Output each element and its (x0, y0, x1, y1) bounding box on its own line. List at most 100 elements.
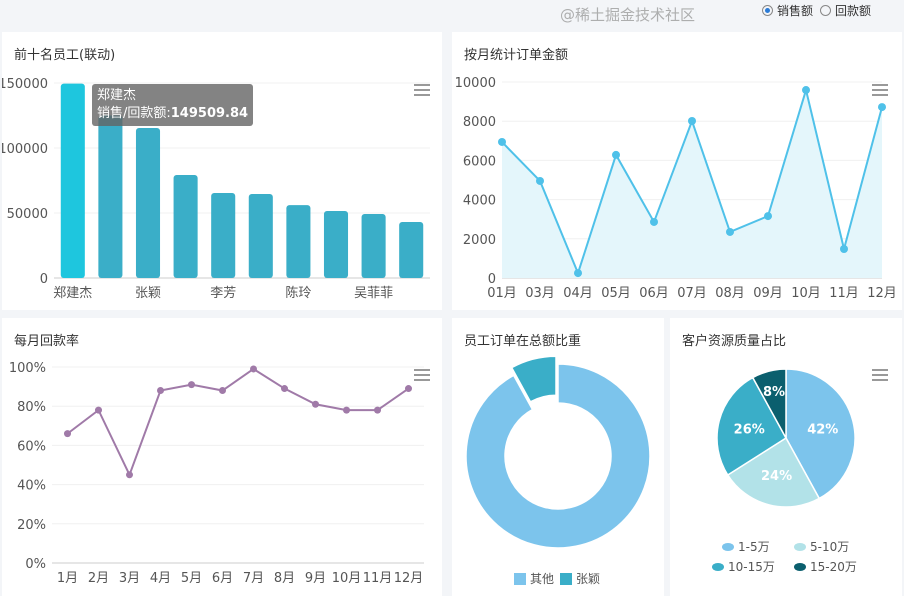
x-tick-label: 3月 (119, 571, 140, 586)
data-point (688, 117, 696, 126)
panel-rate: 0% 20% 40% 60% 80% 100% 1月 2月 3月 4月 5月 6月 7月 8月 9月 10月 1… (2, 318, 442, 596)
x-tick-label: 07月 (677, 286, 707, 301)
legend-marker (794, 542, 806, 551)
data-point (612, 150, 620, 159)
x-tick-label: 05月 (601, 286, 631, 301)
data-point (250, 365, 257, 373)
radio-label: 销售额 (777, 4, 814, 18)
x-tick-label: 12月 (867, 286, 897, 301)
chart-svg: 42% 24% 26% 8% (716, 368, 856, 508)
chart-title: 按月统计订单金额 (464, 48, 569, 63)
legend-label: 1-5万 (738, 540, 770, 554)
data-point (374, 406, 381, 414)
chart-svg (465, 355, 651, 549)
x-tick-label: 陈玲 (285, 285, 311, 301)
x-tick-label: 4月 (150, 571, 171, 586)
legend-5-10[interactable]: 5-10万 (794, 538, 849, 555)
panel-monthly: 0 2000 4000 6000 8000 10000 01月 03月 04月 05月 06月 07月… (452, 32, 902, 310)
chart-svg: 0%20%40%60%80%100%1月 2月 3月 4月 5月 6月 7月 8月 9月 10月 1… (9, 361, 424, 586)
y-tick-label: 100% (9, 361, 46, 376)
x-tick-label: 9月 (305, 571, 326, 586)
data-point (64, 430, 71, 438)
legend-other[interactable]: 其他 (514, 570, 554, 587)
y-tick-label: 4000 (463, 194, 496, 209)
tooltip: 郑建杰 销售/回款额:149509.84 (92, 84, 254, 126)
bar (173, 175, 198, 278)
radio-circle[interactable] (820, 5, 831, 16)
radio-payment[interactable]: 回款额 (820, 2, 871, 19)
series-line (66, 367, 410, 478)
x-tick-label: 08月 (715, 286, 745, 301)
tooltip-name: 郑建杰 (97, 88, 137, 103)
x-tick-label: 10月 (332, 571, 362, 586)
x-tick-label: 张颖 (135, 286, 161, 301)
radio-sales[interactable]: 销售额 (762, 2, 813, 19)
menu-icon[interactable] (872, 84, 888, 96)
data-point (650, 217, 658, 226)
data-point (802, 86, 810, 95)
panel-share: 员工订单在总额比重 其他 张颖 (452, 318, 664, 596)
y-tick-label: 20% (17, 518, 46, 533)
bar (286, 205, 311, 278)
legend-15-20[interactable]: 15-20万 (794, 558, 857, 575)
data-point (157, 387, 164, 395)
menu-icon[interactable] (872, 369, 888, 381)
data-point (764, 212, 772, 221)
bar (399, 221, 424, 278)
y-tick-label: 0 (488, 272, 496, 287)
data-point (840, 244, 848, 253)
bar (211, 192, 236, 278)
y-tick-label: 100000 (2, 142, 48, 157)
data-point (281, 385, 288, 393)
legend-marker (712, 562, 724, 571)
chart-title: 前十名员工(联动) (14, 48, 116, 63)
y-tick-label: 0% (25, 557, 46, 572)
y-tick-label: 50000 (7, 207, 48, 222)
radio-circle[interactable] (762, 5, 773, 16)
legend-swatch (560, 572, 572, 585)
legend-label: 10-15万 (728, 560, 775, 574)
legend-label: 5-10万 (810, 540, 850, 554)
bar (60, 83, 85, 278)
chart-title: 员工订单在总额比重 (464, 334, 582, 349)
slice-label: 26% (734, 423, 765, 438)
tooltip-value: 149509.84 (170, 106, 249, 121)
x-tick-label: 10月 (791, 286, 821, 301)
x-tick-label: 01月 (487, 286, 517, 301)
data-point (188, 381, 195, 389)
pie-slice (785, 368, 856, 500)
data-point (536, 176, 544, 185)
chart-svg: 0 2000 4000 6000 8000 10000 01月 03月 04月 05月 06月 07月… (455, 76, 897, 301)
data-point (219, 387, 226, 395)
legend-1-5[interactable]: 1-5万 (722, 538, 770, 555)
pie-slice (726, 436, 821, 508)
data-point (574, 269, 582, 278)
slice-label: 24% (761, 469, 792, 484)
radio-label: 回款额 (835, 4, 872, 18)
y-tick-label: 6000 (463, 154, 496, 169)
x-tick-label: 03月 (525, 286, 555, 301)
data-point (878, 103, 886, 112)
data-point (726, 227, 734, 236)
x-tick-label: 吴菲菲 (354, 286, 393, 301)
data-point (343, 406, 350, 414)
x-tick-label: 12月 (394, 571, 424, 586)
legend-label: 15-20万 (810, 560, 857, 574)
x-tick-label: 7月 (243, 571, 264, 586)
legend-10-15[interactable]: 10-15万 (712, 558, 775, 575)
area-fill (502, 90, 882, 278)
menu-icon[interactable] (414, 84, 430, 96)
panel-quality: 42% 24% 26% 8% 客户资源质量占比 1-5万 5-10万 10-15万 1… (670, 318, 902, 596)
legend-zhangying[interactable]: 张颖 (560, 570, 600, 587)
y-tick-label: 0 (40, 272, 48, 287)
x-tick-label: 8月 (274, 571, 295, 586)
watermark: @稀土掘金技术社区 (560, 6, 696, 24)
data-point (126, 471, 133, 479)
data-point (405, 385, 412, 393)
y-tick-label: 40% (17, 479, 46, 494)
menu-icon[interactable] (414, 369, 430, 381)
x-tick-label: 11月 (363, 571, 393, 586)
x-tick-label: 04月 (563, 286, 593, 301)
legend-label: 其他 (530, 572, 555, 586)
